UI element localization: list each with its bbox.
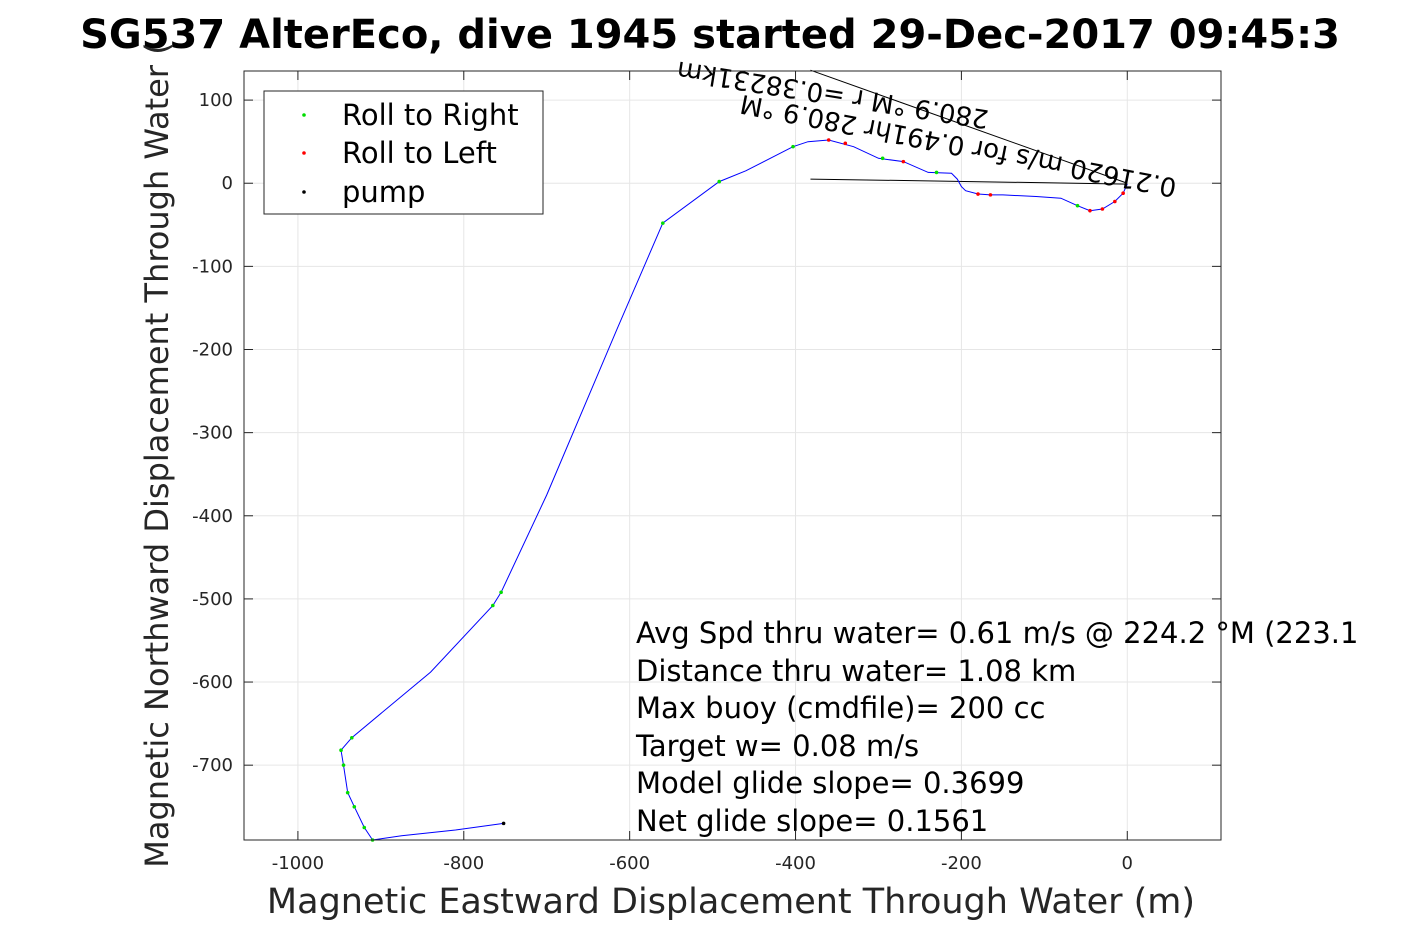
roll-left-point xyxy=(1088,208,1092,213)
stats-annotations: Avg Spd thru water= 0.61 m/s @ 224.2 °M … xyxy=(635,616,1358,838)
roll-right-point xyxy=(345,790,350,795)
y-tick-label: -400 xyxy=(192,506,233,527)
roll-left-point xyxy=(826,138,831,142)
axes-box xyxy=(243,70,1222,841)
heading-lines xyxy=(810,69,1128,185)
annotation-net-glide: Net glide slope= 0.1561 xyxy=(636,804,988,838)
roll-left-point xyxy=(1121,191,1125,196)
legend-marker-roll-right xyxy=(302,113,306,117)
y-tick-label: -600 xyxy=(192,672,233,693)
roll-right-point xyxy=(791,144,795,149)
legend-marker-pump xyxy=(302,190,306,194)
roll-left-point xyxy=(901,159,906,164)
x-tick-label: -600 xyxy=(609,853,650,874)
track-markers xyxy=(339,138,1125,842)
y-tick-labels: 100 0 -100 -200 -300 -400 -500 -600 -700 xyxy=(192,90,233,776)
roll-left-point xyxy=(1113,199,1117,204)
roll-left-point xyxy=(988,193,993,197)
x-tick-labels: -1000 -800 -600 -400 -200 0 xyxy=(272,853,1133,874)
legend-box xyxy=(263,90,544,215)
y-tick-label: -300 xyxy=(192,423,233,444)
roll-right-point xyxy=(661,221,665,225)
annotation-model-glide: Model glide slope= 0.3699 xyxy=(636,766,1024,800)
roll-right-point xyxy=(341,763,346,767)
legend-label-roll-right: Roll to Right xyxy=(342,98,519,132)
roll-right-point xyxy=(362,825,367,830)
legend: Roll to Right Roll to Left pump xyxy=(263,90,544,215)
roll-right-point xyxy=(934,170,939,175)
roll-left-point xyxy=(976,192,980,196)
pump-point xyxy=(501,821,506,826)
roll-right-point xyxy=(350,735,354,740)
annotation-target-w: Target w= 0.08 m/s xyxy=(635,729,919,763)
roll-left-point xyxy=(1100,207,1105,211)
heading-line xyxy=(810,69,1128,184)
axis-ticks xyxy=(244,71,1221,840)
y-tick-label: 0 xyxy=(222,173,233,194)
roll-left-point xyxy=(843,141,848,146)
x-axis-label: Magnetic Eastward Displacement Through W… xyxy=(267,882,1195,922)
x-tick-label: 0 xyxy=(1122,853,1133,874)
roll-right-point xyxy=(499,590,503,595)
legend-label-pump: pump xyxy=(342,175,425,209)
annotation-distance: Distance thru water= 1.08 km xyxy=(636,654,1076,688)
roll-right-point xyxy=(352,804,357,809)
roll-right-point xyxy=(1075,203,1080,208)
roll-right-point xyxy=(491,603,495,608)
y-tick-label: 100 xyxy=(199,90,233,111)
track-line xyxy=(340,139,1128,841)
x-tick-label: -800 xyxy=(443,853,484,874)
y-tick-label: -200 xyxy=(192,340,233,361)
y-axis-label: Magnetic Northward Displacement Through … xyxy=(138,42,176,867)
chart-title: SG537 AlterEco, dive 1945 started 29-Dec… xyxy=(80,12,1340,58)
roll-right-point xyxy=(717,179,722,184)
annotation-avg-speed: Avg Spd thru water= 0.61 m/s @ 224.2 °M … xyxy=(636,616,1358,650)
y-tick-label: -500 xyxy=(192,589,233,610)
legend-label-roll-left: Roll to Left xyxy=(342,136,497,170)
roll-right-point xyxy=(880,156,885,161)
x-tick-label: -200 xyxy=(941,853,982,874)
heading-line xyxy=(810,178,1128,185)
legend-marker-roll-left xyxy=(302,151,306,155)
roll-right-point xyxy=(339,748,343,753)
y-tick-label: -100 xyxy=(192,256,233,277)
x-tick-label: -1000 xyxy=(272,853,324,874)
y-tick-label: -700 xyxy=(192,755,233,776)
annotation-max-buoy: Max buoy (cmdfile)= 200 cc xyxy=(636,691,1045,725)
x-tick-label: -400 xyxy=(775,853,816,874)
